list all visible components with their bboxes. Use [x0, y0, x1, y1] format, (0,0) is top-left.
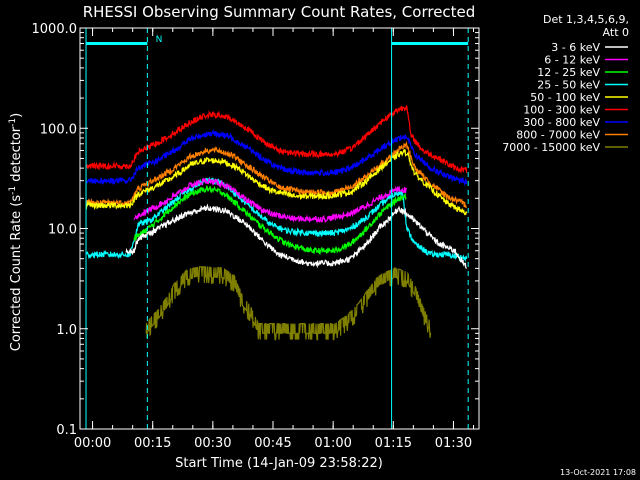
footer-date: 13-Oct-2021 17:08: [560, 468, 636, 477]
detectors-label: Det 1,3,4,5,6,9,: [543, 13, 629, 26]
y-tick-label-4: 0.1: [56, 423, 77, 438]
legend-label-2: 12 - 25 keV: [537, 66, 600, 79]
series-line-12-25-kev: [133, 185, 407, 255]
y-axis-label-end: ): [9, 113, 24, 118]
legend-label-3: 25 - 50 keV: [537, 79, 600, 92]
y-axis-label-sup1: -1: [8, 186, 18, 195]
series-line-25-50-kev: [85, 176, 468, 263]
attenuator-label: Att 0: [603, 26, 629, 39]
y-axis-label-mid: detector: [9, 126, 24, 186]
axis-layer: 00:00 00:15 00:30 00:45 01:00 01:15 01:30 1000.…: [32, 22, 479, 451]
legend-label-7: 800 - 7000 keV: [516, 129, 600, 142]
x-axis-label: Start Time (14-Jan-09 23:58:22): [175, 456, 383, 471]
chart-title: RHESSI Observing Summary Count Rates, Co…: [83, 3, 476, 21]
night-marker: N: [156, 35, 163, 45]
x-tick-label-0: 00:00: [74, 436, 111, 451]
x-tick-label-3: 00:45: [254, 436, 291, 451]
x-tick-label-1: 00:15: [134, 436, 171, 451]
x-tick-label-6: 01:30: [435, 436, 472, 451]
x-tick-label-4: 01:00: [314, 436, 351, 451]
series-line-7000-15000-kev: [145, 266, 432, 341]
y-tick-label-3: 1.0: [56, 323, 77, 338]
y-axis-label-main: Corrected Count Rate (s: [9, 195, 24, 352]
x-tick-label-2: 00:30: [194, 436, 231, 451]
legend-label-5: 100 - 300 keV: [523, 104, 600, 117]
series-layer: [85, 104, 468, 341]
y-tick-label-0: 1000.0: [32, 22, 78, 37]
y-tick-label-1: 100.0: [40, 122, 77, 137]
legend-label-0: 3 - 6 keV: [551, 41, 600, 54]
series-line-800-7000-kev: [85, 140, 467, 209]
series-line-50-100-kev: [85, 148, 468, 216]
series-line-300-800-kev: [85, 128, 468, 186]
legend-label-4: 50 - 100 keV: [530, 91, 600, 104]
y-axis-label: Corrected Count Rate (s-1 detector-1): [8, 113, 24, 351]
x-tick-label-5: 01:15: [375, 436, 412, 451]
y-tick-label-2: 10.0: [48, 223, 77, 238]
legend-label-6: 300 - 800 keV: [523, 116, 600, 129]
series-line-6-12-kev: [133, 177, 408, 224]
legend-label-1: 6 - 12 keV: [544, 54, 600, 67]
series-line-3-6-kev: [125, 203, 468, 269]
y-axis-label-sup2: -1: [8, 118, 18, 127]
legend-label-8: 7000 - 15000 keV: [502, 141, 600, 154]
series-line-100-300-kev: [85, 104, 468, 174]
